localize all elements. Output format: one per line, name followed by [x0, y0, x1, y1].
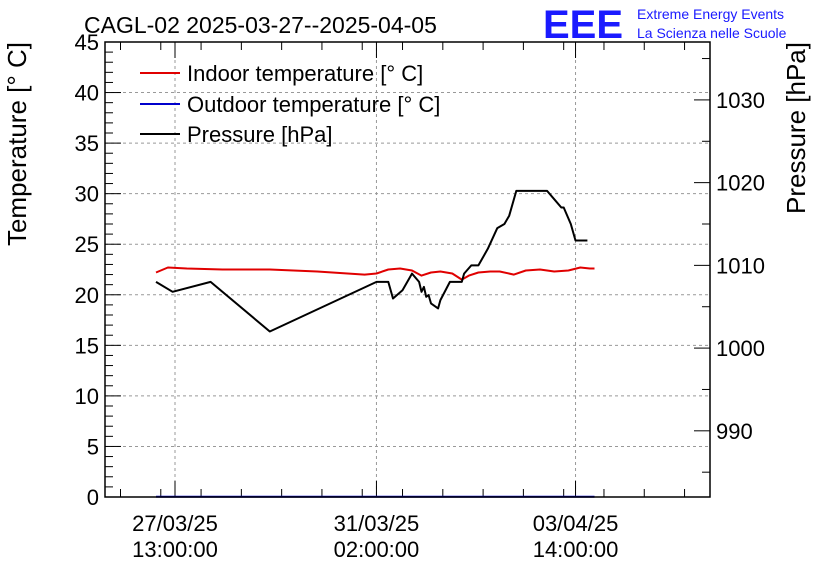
x-tick-label-time: 14:00:00 [533, 537, 619, 562]
x-tick-label-date: 03/04/25 [533, 511, 619, 536]
y-tick-label: 25 [75, 232, 99, 257]
x-tick-label-date: 27/03/25 [132, 511, 218, 536]
y-tick-labels: 0 5 10 15 20 25 30 35 40 45 [75, 30, 99, 510]
y-tick-label: 10 [75, 384, 99, 409]
y-tick-label: 35 [75, 131, 99, 156]
y-tick-label: 20 [75, 283, 99, 308]
y-axis-label: Temperature [° C] [2, 42, 32, 246]
chart-title: CAGL-02 2025-03-27--2025-04-05 [84, 12, 437, 38]
indoor-temperature-line [155, 266, 595, 281]
plot-frame [104, 41, 711, 498]
y2-tick-labels: 990 1000 1010 1020 1030 [716, 88, 765, 444]
y-tick-label: 45 [75, 30, 99, 55]
y2-axis-label: Pressure [hPa] [781, 42, 811, 214]
pressure-line [155, 189, 588, 333]
y-tick-label: 40 [75, 81, 99, 106]
y2-tick-label: 1020 [716, 171, 765, 196]
org-name: Extreme Energy Events [637, 6, 784, 22]
eee-logo: EEE [543, 3, 623, 47]
series-group [155, 189, 595, 498]
y-tick-label: 5 [87, 434, 99, 459]
org-subtitle: La Scienza nelle Scuole [637, 25, 787, 41]
y2-tick-label: 990 [716, 419, 753, 444]
legend-label-pressure: Pressure [hPa] [187, 122, 333, 147]
legend-label-indoor: Indoor temperature [° C] [187, 61, 423, 86]
y2-tick-label: 1030 [716, 88, 765, 113]
x-tick-label-date: 31/03/25 [334, 511, 420, 536]
y-tick-label: 15 [75, 333, 99, 358]
legend-label-outdoor: Outdoor temperature [° C] [187, 92, 440, 117]
y-tick-label: 30 [75, 182, 99, 207]
legend: Indoor temperature [° C] Outdoor tempera… [140, 61, 440, 147]
x-tick-label-time: 13:00:00 [132, 537, 218, 562]
grid [105, 42, 710, 497]
y2-tick-label: 1010 [716, 253, 765, 278]
y2-tick-label: 1000 [716, 336, 765, 361]
y-tick-label: 0 [87, 485, 99, 510]
axis-ticks [105, 41, 710, 498]
x-tick-label-time: 02:00:00 [334, 537, 420, 562]
